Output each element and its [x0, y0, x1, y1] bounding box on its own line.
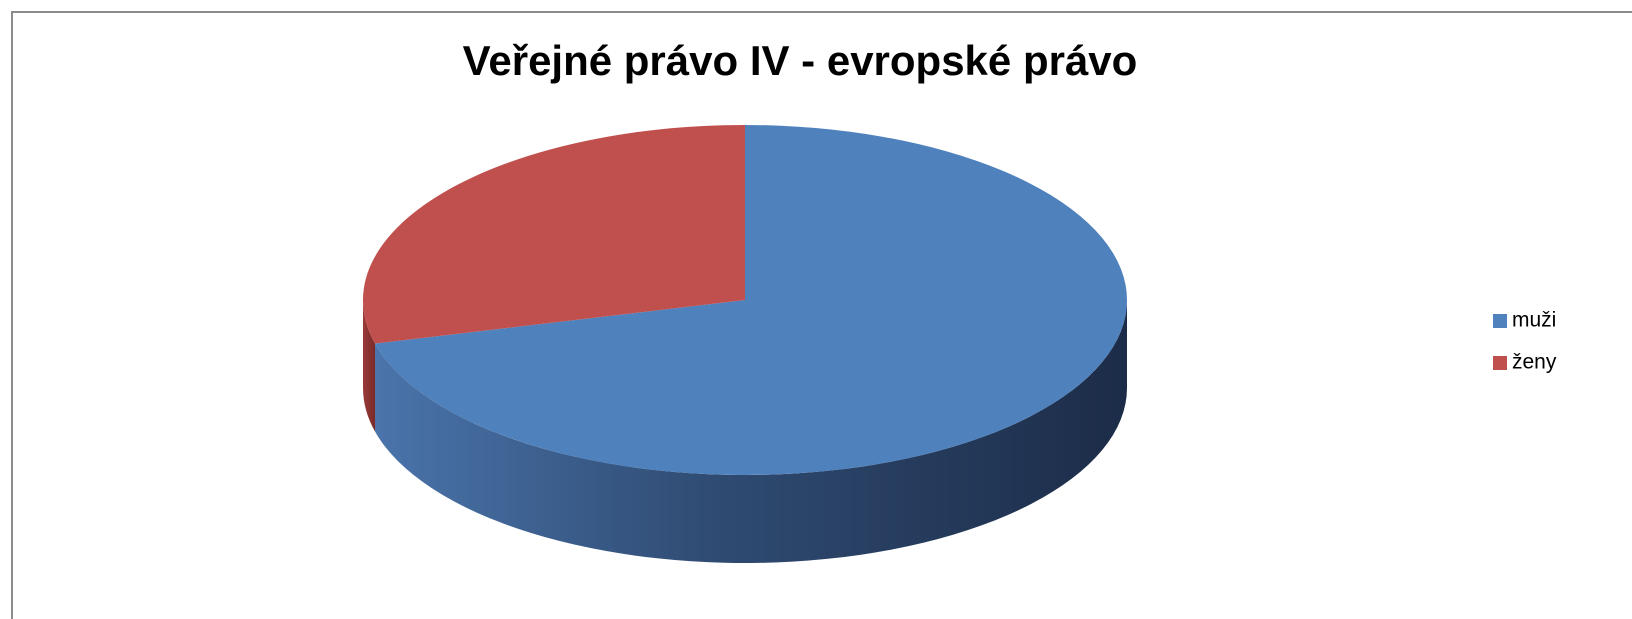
- pie-slice: [375, 125, 1127, 564]
- legend-swatch: [1493, 314, 1507, 328]
- pie-side: [375, 300, 1127, 564]
- legend-label: ženy: [1512, 351, 1557, 374]
- legend-swatch: [1493, 356, 1507, 370]
- pie-side: [363, 300, 376, 432]
- chart-title: Veřejné právo IV - evropské právo: [463, 37, 1138, 84]
- pie-slice: [363, 125, 745, 432]
- legend-label: muži: [1512, 309, 1556, 332]
- pie-top: [363, 125, 745, 344]
- pie-top: [375, 125, 1127, 475]
